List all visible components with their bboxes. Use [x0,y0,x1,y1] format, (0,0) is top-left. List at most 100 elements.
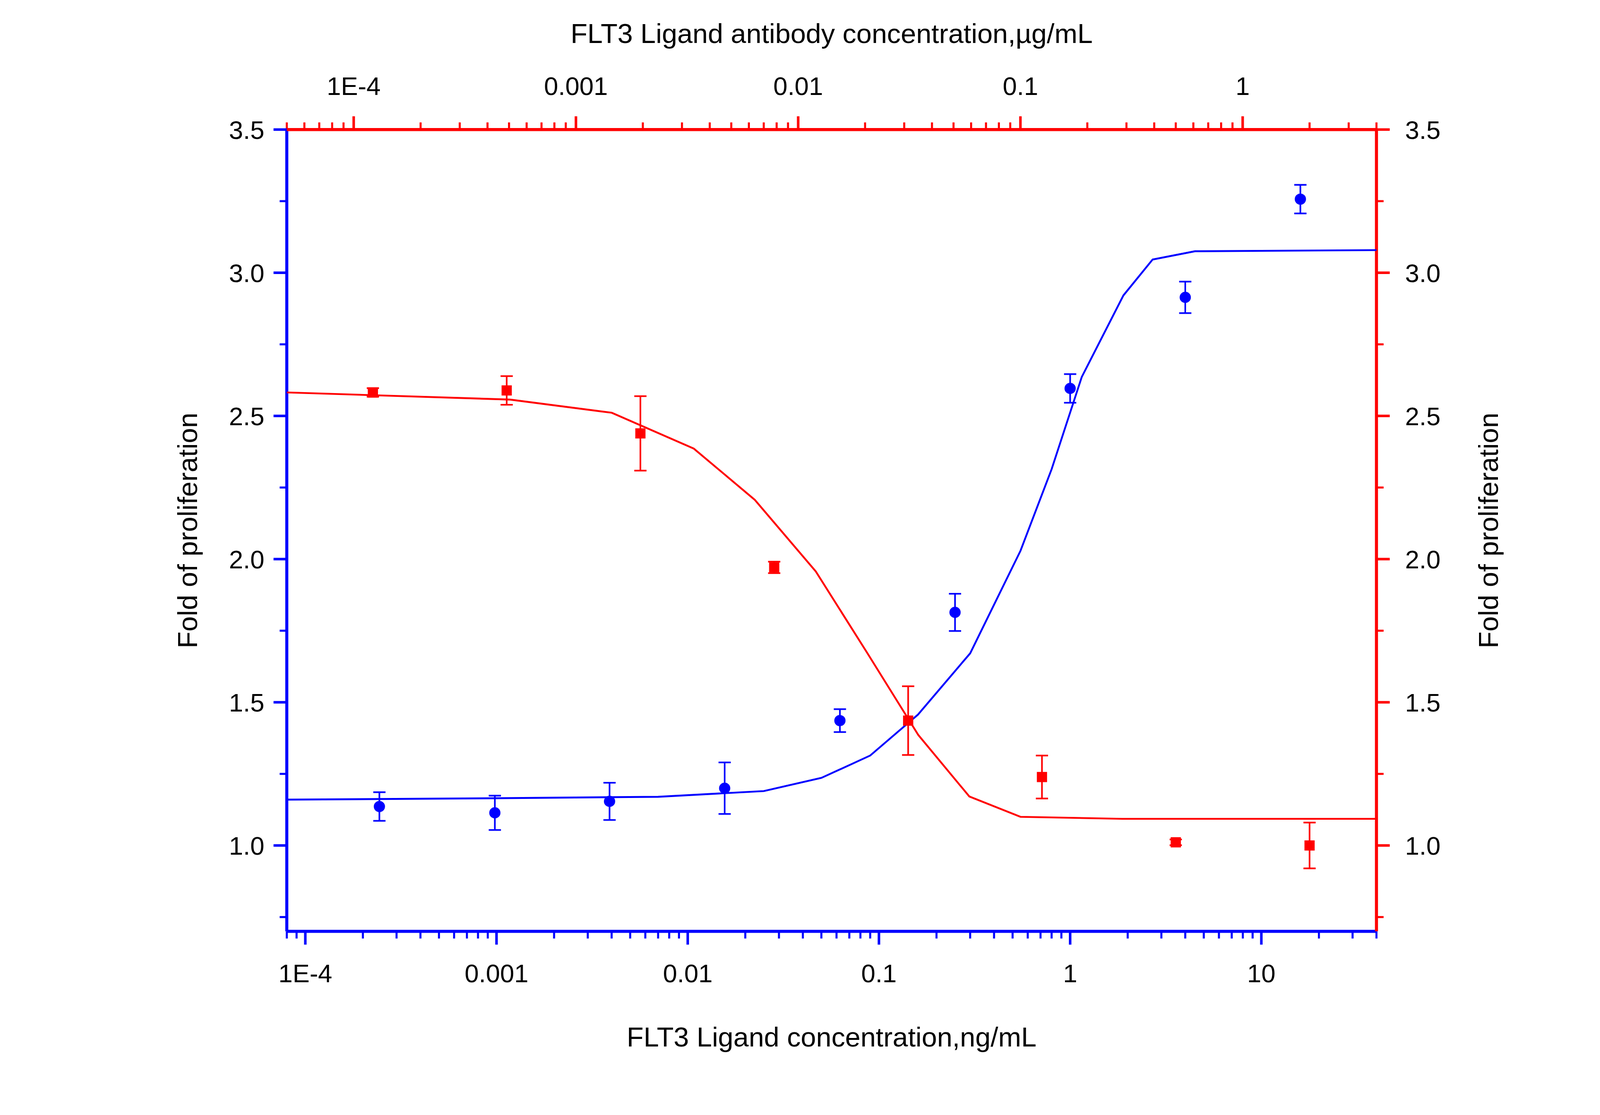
x2-minor-tick [1308,122,1311,130]
error-cap [767,560,781,563]
x-minor-tick [1217,931,1220,939]
error-cap [1035,797,1049,800]
x-minor-tick [1251,931,1254,939]
error-bar [603,782,616,821]
y2-tick [1376,701,1390,704]
y-minor-tick [279,343,287,346]
x-tick-label: 0.1 [861,959,897,988]
x-minor-tick [1184,931,1187,939]
x-minor-tick [859,931,862,939]
x-minor-tick [1241,931,1244,939]
x-minor-tick [935,931,938,939]
error-bar [834,709,847,732]
x2-minor-tick [303,122,306,130]
x2-minor-tick [641,122,644,130]
y-tick-label: 3.0 [228,258,265,288]
error-cap [1064,373,1077,375]
x2-tick-label: 0.01 [773,71,824,101]
x2-minor-tick [1174,122,1177,130]
y2-tick [1376,844,1390,847]
x-tick-label: 1E-4 [278,959,333,988]
x-minor-tick [438,931,440,939]
y-tick-label: 1.0 [228,831,265,861]
background [0,0,1600,1115]
error-cap [603,819,616,821]
x-minor-tick [848,931,851,939]
y2-tick [1376,128,1390,131]
x-minor-tick [610,931,613,939]
y-axis-line [285,129,289,932]
x2-minor-tick [553,122,556,130]
x-minor-tick [1375,931,1378,939]
error-cap [500,375,513,377]
x-minor-tick [820,931,823,939]
y2-minor-tick [1376,916,1384,919]
x2-minor-tick [748,122,750,130]
y2-minor-tick [1376,343,1384,346]
point [1036,772,1048,783]
error-cap [834,731,847,733]
x2-minor-tick [1009,122,1012,130]
x-tick [1260,931,1263,945]
y-tick [273,128,287,131]
x-tick-label: 0.001 [464,959,529,988]
y-minor-tick [279,486,287,489]
error-bar [1035,755,1049,799]
error-bar [948,593,962,632]
chart: 1E-40.0010.010.11101E-40.0010.010.111.01… [0,0,1600,1115]
x2-minor-tick [930,122,933,130]
x2-minor-tick [525,122,528,130]
x-minor-tick [1126,931,1129,939]
x2-tick-label: 0.1 [1002,71,1039,101]
x-tick-label: 1 [1063,959,1078,988]
error-cap [902,754,915,756]
y-minor-tick [279,773,287,775]
error-cap [500,404,513,406]
y-tick [273,558,287,561]
x-tick [877,931,880,945]
x2-minor-tick [1125,122,1128,130]
point [1064,382,1076,395]
x-minor-tick [1202,931,1205,939]
error-cap [1294,212,1307,215]
x2-minor-tick [1152,122,1155,130]
error-bar [1294,184,1307,214]
y2-axis-title: Fold of proliferation [1472,412,1504,649]
error-cap [634,395,647,397]
error-cap [948,630,962,632]
x2-minor-tick [331,122,334,130]
y-tick-label: 1.5 [228,688,265,717]
error-cap [488,794,501,797]
y-tick [273,701,287,704]
x2-minor-tick [903,122,905,130]
point [949,606,961,619]
x2-minor-tick [997,122,1000,130]
error-cap [718,813,732,815]
x2-minor-tick [786,122,789,130]
error-bar [718,762,732,815]
x-minor-tick [476,931,479,939]
x2-tick-label: 0.001 [543,71,608,101]
x-axis-title: FLT3 Ligand concentration,ng/mL [626,1021,1037,1053]
x2-minor-tick [762,122,765,130]
error-cap [767,572,781,574]
x2-tick-label: 1E-4 [326,71,381,101]
x-minor-tick [586,931,589,939]
x-tick-label: 10 [1247,959,1276,988]
y-tick-label: 3.5 [228,115,265,145]
point [373,800,386,813]
x-minor-tick [1060,931,1063,939]
error-cap [718,761,732,764]
y2-tick-label: 3.0 [1404,258,1441,288]
y-tick-label: 2.0 [228,545,265,574]
error-bar [488,795,501,831]
x-minor-tick [868,931,871,939]
x-minor-tick [678,931,680,939]
x2-tick [1241,116,1244,130]
x-tick [1068,931,1072,945]
error-cap [634,469,647,472]
y2-tick-label: 2.5 [1404,402,1441,431]
x2-minor-tick [1220,122,1222,130]
x2-tick [796,116,800,130]
x-minor-tick [419,931,422,939]
